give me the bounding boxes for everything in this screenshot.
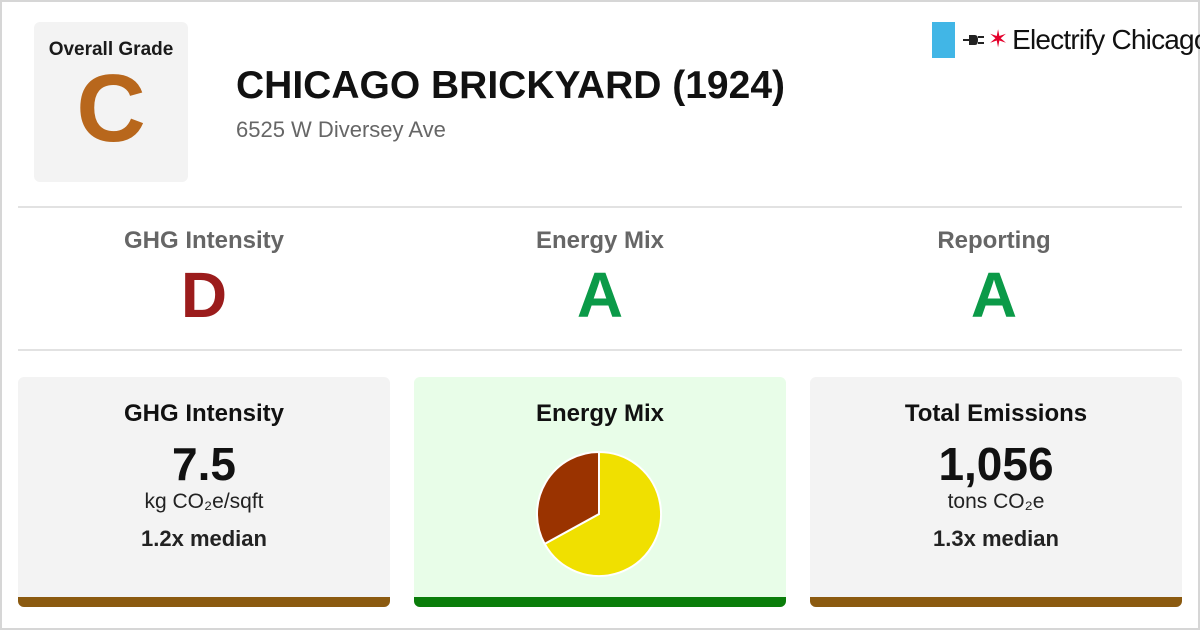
card-accent-bar (18, 597, 390, 607)
electrify-chicago-logo[interactable]: ✶ Electrify Chicago (932, 22, 1200, 58)
building-address: 6525 W Diversey Ave (236, 117, 446, 142)
overall-grade-letter: C (76, 55, 146, 162)
total-emissions-unit: tons CO₂e (947, 490, 1045, 513)
pie-slice-0 (543, 450, 662, 577)
plug-icon (963, 35, 984, 45)
divider (18, 206, 1182, 208)
ghg-intensity-value: 7.5 (172, 438, 236, 490)
grade-letter: A (970, 259, 1018, 331)
card-accent-bar (414, 597, 786, 607)
card-title: GHG Intensity (123, 400, 285, 427)
red-star-icon: ✶ (988, 26, 1009, 53)
grade-name: GHG Intensity (123, 227, 285, 254)
grade-reporting: Reporting A (798, 227, 1190, 331)
ghg-intensity-median: 1.2x median (141, 526, 267, 551)
energy-mix-card: Energy Mix (414, 377, 786, 607)
grade-energy-mix: Energy Mix A (404, 227, 796, 331)
total-emissions-value: 1,056 (938, 438, 1054, 490)
card-accent-bar (810, 597, 1182, 607)
card-title: Energy Mix (535, 400, 665, 427)
grade-ghg-intensity: GHG Intensity D (8, 227, 400, 331)
ghg-intensity-card: GHG Intensity 7.5 kg CO₂e/sqft 1.2x medi… (18, 377, 390, 607)
building-name: CHICAGO BRICKYARD (1924) (236, 64, 785, 107)
pie-slice-1 (536, 450, 600, 546)
overall-grade-label: Overall Grade (48, 39, 174, 60)
card-title: Total Emissions (904, 400, 1088, 427)
overall-grade-box: Overall Grade C (34, 22, 188, 182)
energy-mix-pie-chart (536, 450, 662, 577)
grade-name: Energy Mix (535, 227, 665, 254)
divider (18, 349, 1182, 351)
logo-text: Electrify Chicago (1012, 24, 1200, 55)
grade-letter: A (576, 259, 624, 331)
total-emissions-median: 1.3x median (933, 526, 1059, 551)
total-emissions-card: Total Emissions 1,056 tons CO₂e 1.3x med… (810, 377, 1182, 607)
grade-name: Reporting (937, 227, 1051, 254)
blue-bar-icon (932, 22, 955, 58)
ghg-intensity-unit: kg CO₂e/sqft (144, 490, 264, 513)
grade-letter: D (180, 259, 228, 331)
